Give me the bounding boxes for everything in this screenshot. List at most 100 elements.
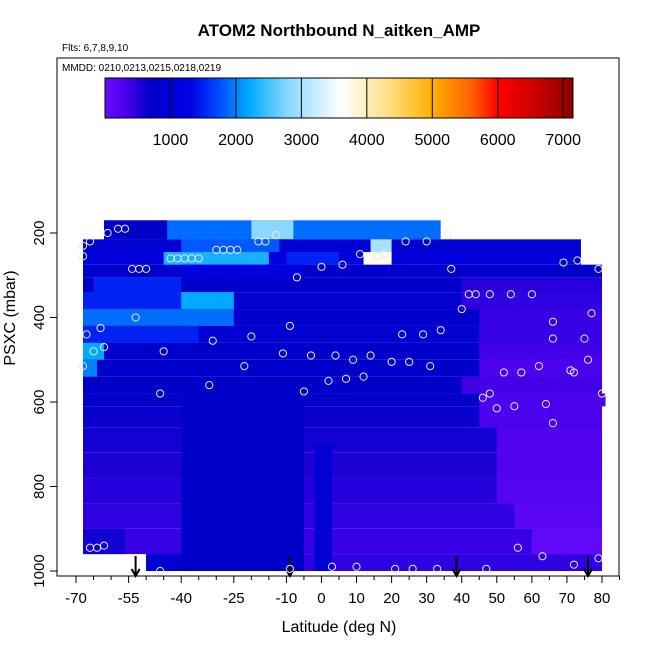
- heatmap-cell: [479, 309, 602, 326]
- observation-point: [278, 349, 287, 358]
- heatmap-cell: [83, 528, 603, 555]
- colorbar-ticks: 1000 2000 3000 4000 5000 6000 7000: [153, 78, 581, 149]
- observation-point: [331, 351, 340, 360]
- observation-point: [569, 368, 579, 377]
- colorbar-tick-label: 7000: [545, 132, 581, 149]
- observation-point: [527, 290, 536, 299]
- heatmap-cells: [83, 220, 606, 571]
- colorbar-tick-label: 4000: [349, 132, 385, 149]
- heatmap-cell: [181, 393, 304, 571]
- heatmap-cell: [83, 342, 105, 360]
- observation-point: [317, 262, 326, 271]
- observation-point: [517, 368, 526, 377]
- observation-point: [380, 250, 389, 259]
- observation-point: [306, 351, 316, 360]
- observation-point: [594, 554, 603, 563]
- longitude-marker-arrow: [130, 556, 141, 579]
- heatmap-cell: [514, 503, 602, 529]
- observation-point: [78, 252, 88, 261]
- observation-point: [338, 260, 347, 269]
- x-tick-label: -70: [65, 590, 87, 607]
- observation-point: [471, 290, 480, 299]
- observation-point: [433, 564, 442, 573]
- heatmap-cell: [83, 325, 603, 343]
- observation-point: [99, 541, 109, 550]
- observation-point: [348, 355, 358, 364]
- dates-note: MMDD: 0210,0213,0215,0218,0219: [62, 63, 221, 74]
- colorbar-tick-label: 2000: [218, 132, 254, 149]
- plot-area: [78, 220, 607, 579]
- x-axis-title: Latitude (deg N): [282, 619, 397, 636]
- observation-point: [327, 562, 337, 571]
- observation-point: [534, 361, 543, 371]
- y-tick-label: 800: [31, 474, 48, 499]
- observation-point: [387, 357, 396, 366]
- y-tick-label: 200: [31, 220, 48, 245]
- x-tick-label: -55: [118, 590, 140, 607]
- observation-point: [559, 258, 568, 267]
- x-tick-label: 30: [418, 590, 435, 607]
- observation-point: [426, 361, 435, 371]
- observation-point: [352, 562, 361, 571]
- observation-point: [506, 290, 515, 299]
- heatmap-cell: [461, 277, 602, 293]
- observation-point: [422, 237, 431, 246]
- y-axis: 200 400 600 800 1000: [31, 220, 57, 588]
- observation-point: [492, 404, 501, 413]
- observation-point: [569, 560, 579, 569]
- heatmap-cell: [251, 220, 294, 240]
- x-tick-label: -40: [170, 590, 192, 607]
- observation-point: [82, 330, 91, 339]
- observation-point: [78, 361, 88, 371]
- observation-point: [194, 254, 203, 263]
- observation-point: [208, 336, 217, 345]
- observation-point: [597, 389, 607, 398]
- heatmap-cell: [181, 239, 280, 253]
- observation-point: [142, 264, 151, 274]
- heatmap-cell: [461, 292, 602, 310]
- x-axis: -70 -55 -40 -25 -10 0 10 20 30 40 50 60 70 80: [65, 576, 621, 607]
- observation-point: [113, 224, 123, 233]
- heatmap-cell: [83, 325, 199, 343]
- observation-point: [366, 351, 375, 360]
- heatmap-cell: [496, 478, 602, 504]
- heatmap-cell: [479, 393, 606, 407]
- observation-point: [261, 237, 270, 246]
- x-tick-label: 10: [348, 590, 365, 607]
- observation-point: [78, 241, 88, 250]
- y-tick-label: 600: [31, 389, 48, 414]
- y-axis-title: PSXC (mbar): [2, 270, 19, 365]
- chart-title: ATOM2 Northbound N_aitken_AMP: [198, 21, 481, 40]
- observation-point: [341, 374, 351, 383]
- observation-point: [156, 566, 165, 576]
- observation-point: [436, 326, 445, 335]
- heatmap-cell: [181, 264, 304, 278]
- x-tick-label: 50: [488, 590, 505, 607]
- observation-point: [240, 361, 249, 371]
- observation-point: [538, 552, 547, 561]
- observation-point: [156, 389, 165, 398]
- observation-point: [299, 387, 309, 396]
- observation-point: [443, 231, 452, 240]
- heatmap-cell: [479, 325, 602, 343]
- colorbar-tick-label: 3000: [284, 132, 320, 149]
- colorbar-gradient: [104, 77, 574, 119]
- y-tick-label: 400: [31, 305, 48, 330]
- x-tick-label: 80: [594, 590, 611, 607]
- flights-note: Flts: 6,7,8,9,10: [62, 43, 129, 54]
- heatmap-cell: [479, 406, 602, 428]
- observation-point: [485, 290, 494, 299]
- observation-point: [513, 543, 522, 552]
- observation-point: [103, 228, 112, 238]
- heatmap-cell: [181, 292, 234, 310]
- observation-point: [548, 334, 558, 343]
- observation-point: [355, 250, 365, 259]
- observation-point: [541, 400, 550, 409]
- heatmap-cell: [286, 252, 339, 265]
- observation-point: [285, 564, 295, 573]
- observation-point: [359, 372, 368, 381]
- observation-point: [499, 368, 508, 377]
- observation-point: [510, 402, 519, 411]
- observation-point: [548, 419, 558, 428]
- observation-point: [89, 347, 98, 356]
